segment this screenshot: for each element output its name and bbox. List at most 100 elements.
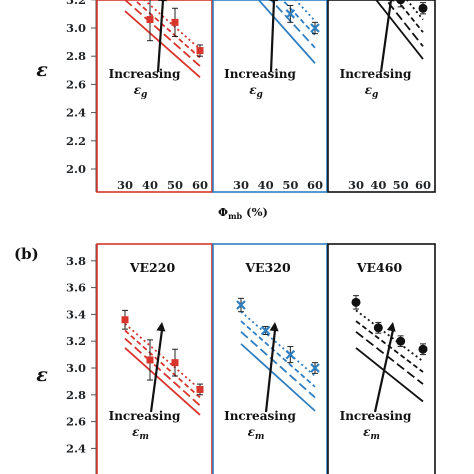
data-point-circle xyxy=(396,336,406,346)
y-tick-label: 2.6 xyxy=(66,77,86,91)
x-tick-label: 40 xyxy=(142,178,158,192)
x-tick-label: 30 xyxy=(348,178,364,192)
data-point-circle xyxy=(418,344,428,354)
annotation-text: Increasing xyxy=(224,409,296,423)
model-line-solid xyxy=(355,347,424,403)
panel-frame xyxy=(327,243,436,474)
data-point-square xyxy=(196,47,204,55)
y-tick-label: 3.4 xyxy=(66,307,86,321)
y-tick-label: 2.8 xyxy=(66,388,86,402)
y-tick-label: 2.8 xyxy=(66,49,86,63)
model-line-dash xyxy=(133,0,201,59)
model-line-dash xyxy=(281,0,316,36)
annotation-symbol: εg xyxy=(249,83,263,100)
model-line-long-dash xyxy=(269,0,316,49)
panel-frame xyxy=(96,0,213,193)
annotation-symbol: εg xyxy=(134,83,148,100)
panel-frame xyxy=(212,0,328,193)
annotation-text: Increasing xyxy=(340,67,412,81)
data-point-square xyxy=(146,16,154,24)
model-line-dot xyxy=(240,311,316,377)
annotation-text: Increasing xyxy=(109,67,181,81)
y-tick-label: 2.4 xyxy=(66,106,86,120)
x-tick-label: 60 xyxy=(192,178,208,192)
model-line-long-dash xyxy=(240,331,316,399)
data-point-square xyxy=(121,316,129,324)
annotation-text: Increasing xyxy=(109,409,181,423)
model-line-dot xyxy=(355,309,424,363)
y-tick-label: 3.8 xyxy=(66,254,86,268)
increasing-arrow-head xyxy=(269,0,279,2)
model-line-dash xyxy=(124,329,201,399)
model-line-solid xyxy=(124,10,201,79)
panel-plot-area xyxy=(257,0,320,73)
x-tick-label: 50 xyxy=(393,178,409,192)
x-tick-label: 40 xyxy=(370,178,386,192)
y-axis-label: ε xyxy=(36,364,48,386)
model-line-dot xyxy=(124,323,201,391)
panel-title: VE320 xyxy=(244,260,291,275)
y-tick-label: 3.6 xyxy=(66,281,86,295)
annotation-symbol: εm xyxy=(248,425,265,442)
panel-plot-area xyxy=(124,0,204,79)
model-line-long-dash xyxy=(355,331,424,385)
x-tick-label: 30 xyxy=(233,178,249,192)
panel-title: VE220 xyxy=(129,260,176,275)
data-point-cross xyxy=(285,349,296,360)
data-point-cross xyxy=(310,363,320,373)
model-line-solid xyxy=(257,0,316,64)
annotation-symbol: εm xyxy=(363,425,380,442)
increasing-arrow-shaft xyxy=(149,329,164,413)
data-point-square xyxy=(171,18,179,26)
data-point-cross xyxy=(285,9,296,19)
x-tick-label: 30 xyxy=(117,178,133,192)
data-point-circle xyxy=(373,323,383,333)
model-line-long-dash xyxy=(124,0,201,67)
y-axis-label: ε xyxy=(36,59,48,81)
data-point-cross xyxy=(260,325,271,336)
y-tick-label: 3.0 xyxy=(66,361,86,375)
increasing-arrow-head xyxy=(386,322,396,332)
data-point-square xyxy=(146,356,154,364)
x-tick-label: 60 xyxy=(307,178,323,192)
increasing-arrow-shaft xyxy=(156,0,165,73)
increasing-arrow-shaft xyxy=(264,329,277,413)
y-tick-label: 3.2 xyxy=(66,334,86,348)
model-line-dash xyxy=(240,320,316,388)
model-line-long-dash xyxy=(124,337,201,407)
panel-title: VE460 xyxy=(356,260,403,275)
annotation-symbol: εm xyxy=(132,425,149,442)
x-axis-label: Φmb (%) xyxy=(218,205,268,221)
y-tick-label: 2.0 xyxy=(66,162,86,176)
panel-frame xyxy=(212,243,328,474)
model-line-dash xyxy=(395,0,424,33)
increasing-arrow-shaft xyxy=(379,0,393,73)
x-tick-label: 40 xyxy=(258,178,274,192)
y-tick-label: 3.0 xyxy=(66,21,86,35)
y-tick-label: 2.4 xyxy=(66,441,86,455)
model-line-solid xyxy=(240,343,316,412)
x-tick-label: 50 xyxy=(282,178,298,192)
x-tick-label: 60 xyxy=(415,178,431,192)
panel-plot-area xyxy=(351,295,428,413)
x-tick-label: 50 xyxy=(167,178,183,192)
model-line-dot xyxy=(294,0,316,22)
data-point-circle xyxy=(351,297,361,307)
panel-frame xyxy=(96,243,213,474)
y-tick-label: 2.6 xyxy=(66,415,86,429)
panel-plot-area xyxy=(121,309,204,416)
data-point-cross xyxy=(236,300,246,310)
increasing-arrow-head xyxy=(156,322,166,332)
panel-plot-area xyxy=(236,297,320,413)
increasing-arrow-head xyxy=(269,322,279,332)
increasing-arrow-shaft xyxy=(373,329,395,413)
data-point-circle xyxy=(396,0,406,5)
y-tick-label: 3.2 xyxy=(66,0,86,7)
data-point-cross xyxy=(310,23,320,33)
increasing-arrow-head xyxy=(385,0,395,2)
annotation-symbol: εg xyxy=(365,83,379,100)
increasing-arrow-shaft xyxy=(269,0,276,73)
panel-label: (b) xyxy=(14,245,39,263)
data-point-circle xyxy=(418,3,428,13)
